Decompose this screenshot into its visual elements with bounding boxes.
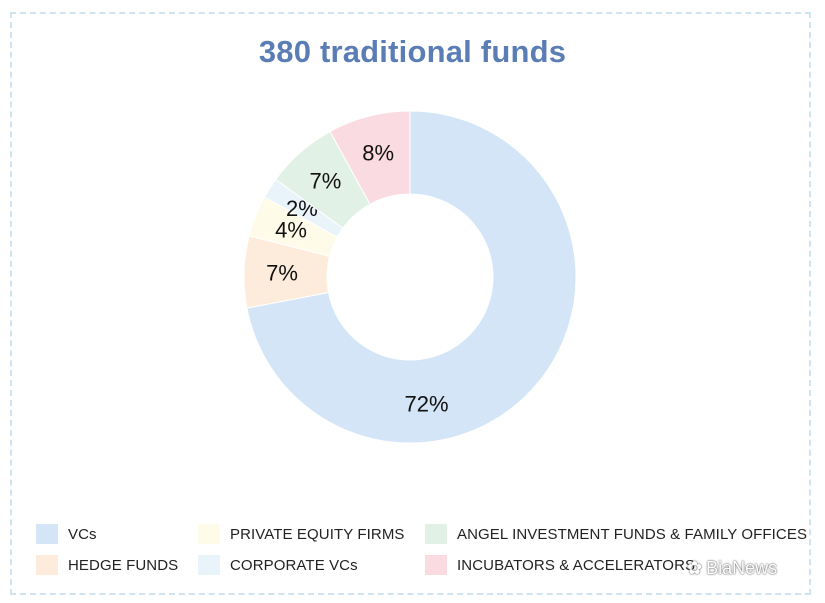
watermark: ✿ BiaNews [687, 558, 777, 579]
wechat-icon: ✿ [687, 558, 703, 578]
donut-slice-incubators-accelerators [329, 110, 411, 205]
watermark-text: BiaNews [706, 558, 778, 578]
data-label: 8% [362, 141, 394, 166]
data-label: 72% [405, 391, 449, 416]
donut-slice-vcs [246, 110, 577, 444]
chart-frame [10, 12, 811, 595]
data-label: 7% [309, 168, 341, 193]
data-label: 7% [266, 260, 298, 285]
data-label: 4% [275, 217, 307, 242]
chart-title: 380 traditional funds [258, 34, 567, 69]
